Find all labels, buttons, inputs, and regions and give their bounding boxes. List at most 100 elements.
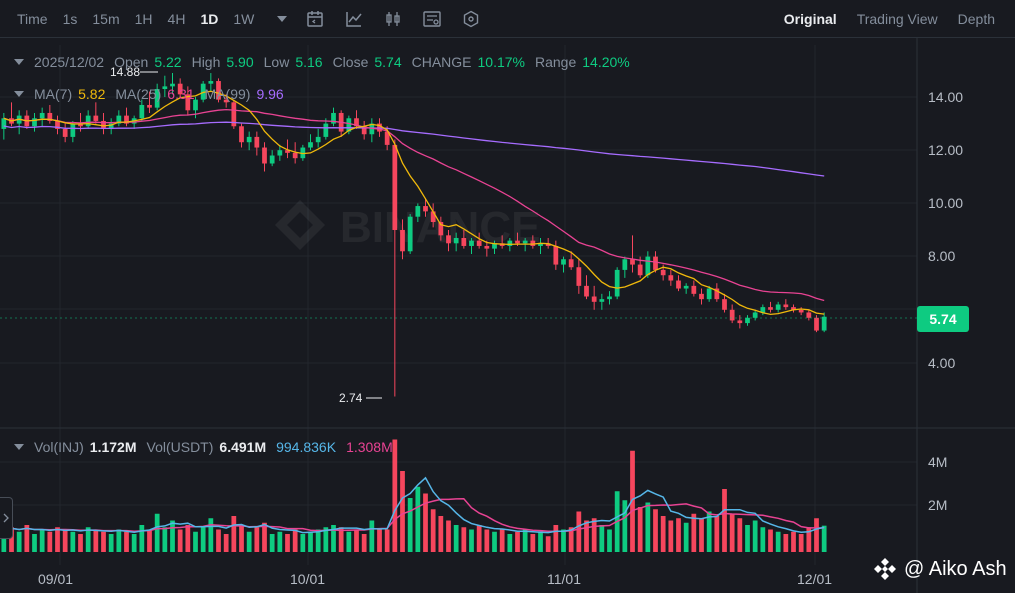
- candle-body: [522, 240, 528, 244]
- open-value: 5.22: [154, 54, 182, 70]
- indicator-icon[interactable]: [344, 9, 364, 29]
- price-axis-label: 8.00: [928, 248, 955, 264]
- volume-bar: [660, 516, 666, 552]
- volume-bar: [591, 518, 597, 552]
- interval-4h[interactable]: 4H: [167, 10, 186, 27]
- candle-body: [39, 112, 45, 119]
- interval-1w[interactable]: 1W: [233, 10, 255, 27]
- volume-bar: [492, 531, 497, 552]
- ma7-label: MA(7): [34, 86, 73, 102]
- candle-body: [315, 136, 321, 143]
- candle-body: [55, 120, 60, 129]
- interval-1h[interactable]: 1H: [134, 10, 153, 27]
- volume-bar: [223, 534, 229, 552]
- high-value: 5.90: [226, 54, 254, 70]
- candle-body: [185, 94, 191, 111]
- credit-text: @ Aiko Ash: [904, 557, 1007, 580]
- candle-body: [561, 259, 566, 265]
- binance-logo-icon: [874, 558, 896, 580]
- vol-usdt-label: Vol(USDT): [146, 439, 214, 455]
- candle-body: [729, 309, 735, 321]
- candle-body: [453, 237, 459, 244]
- ma-collapse-chevron-down-icon[interactable]: [14, 91, 24, 97]
- ma7-value: 5.82: [78, 86, 106, 102]
- candle-body: [108, 123, 114, 129]
- volume-bar: [246, 531, 252, 552]
- candle-type-icon[interactable]: [383, 9, 403, 29]
- volume-bar: [453, 525, 459, 552]
- expand-panel-handle[interactable]: [0, 497, 13, 539]
- candle-body: [476, 240, 482, 246]
- candle-body: [116, 115, 122, 124]
- candle-body: [752, 312, 758, 318]
- collapse-chevron-down-icon[interactable]: [14, 59, 24, 65]
- ma99-line: [3, 121, 825, 177]
- volume-bar: [538, 531, 543, 552]
- candle-body: [614, 269, 620, 297]
- interval-1s[interactable]: 1s: [62, 10, 78, 27]
- date-axis-label: 09/01: [38, 571, 73, 587]
- volume-bar: [200, 527, 206, 552]
- volume-bar: [85, 527, 91, 552]
- volume-bar: [668, 520, 674, 552]
- view-original[interactable]: Original: [783, 10, 837, 27]
- candle-body: [231, 102, 237, 127]
- volume-bar: [752, 520, 758, 552]
- candle-body: [277, 150, 283, 156]
- candle-body: [775, 304, 781, 310]
- vol-collapse-chevron-down-icon[interactable]: [14, 444, 24, 450]
- volume-bar: [377, 529, 382, 552]
- open-label: Open: [114, 54, 149, 70]
- volume-bar: [515, 531, 520, 552]
- interval-1d[interactable]: 1D: [200, 10, 219, 27]
- volume-bar: [522, 529, 528, 552]
- candle-body: [630, 259, 635, 265]
- volume-bar: [55, 527, 60, 552]
- candle-body: [216, 81, 221, 100]
- more-intervals-chevron-down-icon[interactable]: [277, 15, 288, 22]
- volume-bar: [676, 518, 681, 552]
- candle-body: [1, 118, 7, 129]
- candle-body: [706, 288, 712, 300]
- candle-body: [200, 83, 206, 100]
- time-button[interactable]: Time: [17, 10, 48, 27]
- chart-toolbar: Time 1s 15m 1H 4H 1D 1W Original Trading…: [0, 0, 1015, 38]
- candle-body: [806, 312, 812, 318]
- ma7-line: [3, 90, 825, 316]
- interval-bar: Time 1s 15m 1H 4H 1D 1W: [0, 0, 500, 37]
- volume-bar: [216, 529, 221, 552]
- settings-icon[interactable]: [422, 9, 442, 29]
- volume-bar: [139, 525, 145, 552]
- candle-body: [308, 142, 313, 148]
- high-marker: 14.88: [110, 65, 158, 79]
- candle-body: [821, 316, 827, 331]
- candle-body: [699, 293, 704, 300]
- volume-bar: [415, 486, 421, 552]
- volume-bar: [101, 531, 106, 552]
- view-depth[interactable]: Depth: [957, 10, 995, 27]
- volume-bar: [814, 518, 819, 552]
- interval-15m[interactable]: 15m: [92, 10, 120, 27]
- volume-bar: [16, 531, 22, 552]
- volume-bar: [331, 525, 336, 552]
- view-trading-view[interactable]: Trading View: [856, 10, 938, 27]
- volume-bar: [1, 529, 7, 552]
- close-label: Close: [332, 54, 369, 70]
- volume-bar: [285, 534, 290, 552]
- candle-body: [492, 243, 497, 249]
- candle-body: [193, 99, 198, 111]
- candle-body: [47, 112, 53, 121]
- hexagon-icon[interactable]: [461, 9, 481, 29]
- candle-body: [269, 155, 275, 164]
- volume-bar: [239, 525, 244, 552]
- volume-bar: [637, 507, 643, 552]
- candle-body: [668, 275, 674, 281]
- volume-bar: [277, 531, 283, 552]
- volume-bar: [269, 534, 275, 552]
- calendar-icon[interactable]: [305, 9, 325, 29]
- vol-ma10-value: 1.308M: [346, 439, 393, 455]
- price-axis-label: 14.00: [928, 89, 963, 105]
- candle-body: [714, 288, 720, 300]
